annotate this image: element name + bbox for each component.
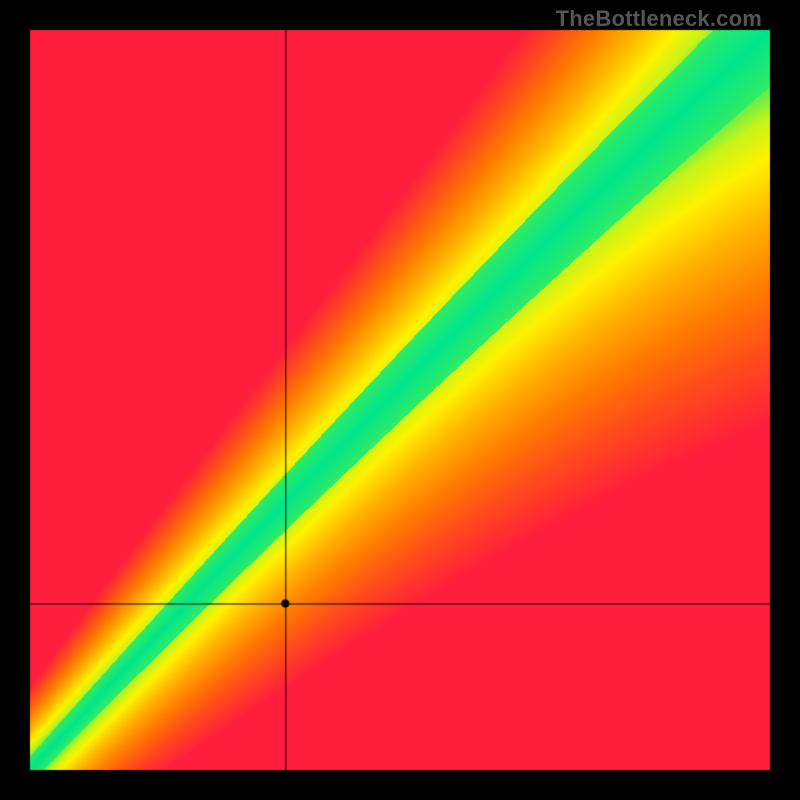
chart-container: TheBottleneck.com xyxy=(0,0,800,800)
watermark-text: TheBottleneck.com xyxy=(556,6,762,32)
bottleneck-heatmap xyxy=(0,0,800,800)
